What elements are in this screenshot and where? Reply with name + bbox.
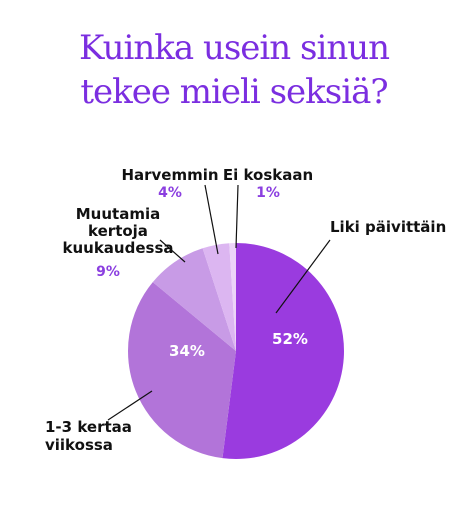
title-line-1: Kuinka usein sinun: [78, 28, 390, 68]
title-line-2: tekee mieli seksiä?: [80, 72, 388, 112]
slice-value-label: 4%: [158, 185, 182, 201]
slice-value-label: 34%: [169, 342, 205, 360]
slice-value-label: 9%: [96, 264, 120, 280]
pie-slice: [202, 243, 236, 351]
pie-slice: [128, 282, 236, 459]
chart-title: Kuinka usein sinun tekee mieli seksiä?: [0, 26, 468, 114]
pie-slice: [152, 248, 236, 351]
leader-line: [235, 184, 239, 249]
slice-label: 1-3 kertaa: [45, 418, 132, 436]
pie-slice: [222, 243, 345, 459]
slice-label: Ei koskaan: [223, 166, 313, 184]
pie-slice: [229, 243, 236, 351]
leader-line: [159, 239, 186, 263]
leader-line: [107, 390, 153, 421]
slice-label: Liki päivittäin: [330, 218, 446, 236]
leader-line: [275, 239, 331, 314]
leader-line: [204, 184, 219, 255]
slice-label: kuukaudessa: [63, 239, 174, 257]
slice-value-label: 1%: [256, 185, 280, 201]
slice-label: Harvemmin: [121, 166, 218, 184]
slice-label: viikossa: [45, 436, 113, 454]
slice-value-label: 52%: [272, 330, 308, 348]
slice-label: Muutamia: [76, 205, 160, 223]
slice-label: kertoja: [88, 222, 148, 240]
